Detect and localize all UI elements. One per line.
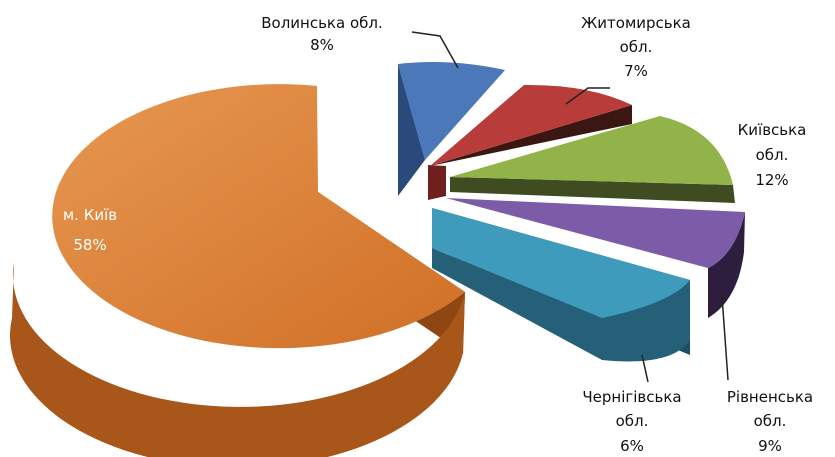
slice-kyiv-oblast [450, 116, 735, 203]
slice-chernihiv-wall [432, 248, 690, 362]
slice-volyn-side [398, 64, 425, 196]
slice-volyn [398, 62, 505, 196]
slice-chernihiv [432, 208, 690, 362]
label-chernihiv-name-line1: Чернігівська [582, 388, 681, 406]
label-kyiv-oblast-pct: 12% [755, 171, 788, 189]
leader-line-chernihiv [641, 354, 649, 383]
slice-rivne [446, 198, 745, 318]
label-volyn-pct: 8% [310, 36, 334, 54]
label-rivne-name-line1: Рівненська [727, 388, 813, 406]
label-kyiv-city-pct: 58% [73, 236, 106, 254]
slice-rivne-wall [708, 212, 745, 318]
slice-zhytomyr-side [428, 165, 446, 200]
slice-kyiv-oblast-wall [450, 177, 735, 203]
slice-zhytomyr-top [430, 84, 632, 166]
slice-volyn-top [398, 62, 505, 160]
label-chernihiv-name-line2: обл. [616, 412, 649, 430]
slice-zhytomyr [428, 84, 632, 200]
label-chernihiv-pct: 6% [620, 437, 644, 455]
label-kyiv-oblast-name-line2: обл. [756, 146, 789, 164]
leader-line-volyn [411, 31, 459, 69]
slice-kyiv-city-top [52, 84, 466, 349]
label-kyiv-oblast-name-line1: Київська [738, 121, 807, 139]
slice-rivne-top [446, 198, 745, 268]
label-rivne-name-line2: обл. [754, 412, 787, 430]
slice-kyiv-city-wall [10, 262, 465, 457]
leader-line-rivne [721, 295, 729, 381]
slice-kyiv-city [10, 84, 466, 457]
label-zhytomyr-pct: 7% [624, 62, 648, 80]
label-zhytomyr-name-line2: обл. [620, 38, 653, 56]
label-kyiv-city-name: м. Київ [63, 206, 117, 224]
label-volyn-name: Волинська обл. [261, 14, 383, 32]
label-zhytomyr-name-line1: Житомирська [581, 14, 691, 32]
slice-kyiv-oblast-top [450, 116, 733, 185]
slice-chernihiv-top [432, 208, 690, 318]
label-rivne-pct: 9% [758, 437, 782, 455]
leader-line-zhytomyr [565, 87, 610, 105]
